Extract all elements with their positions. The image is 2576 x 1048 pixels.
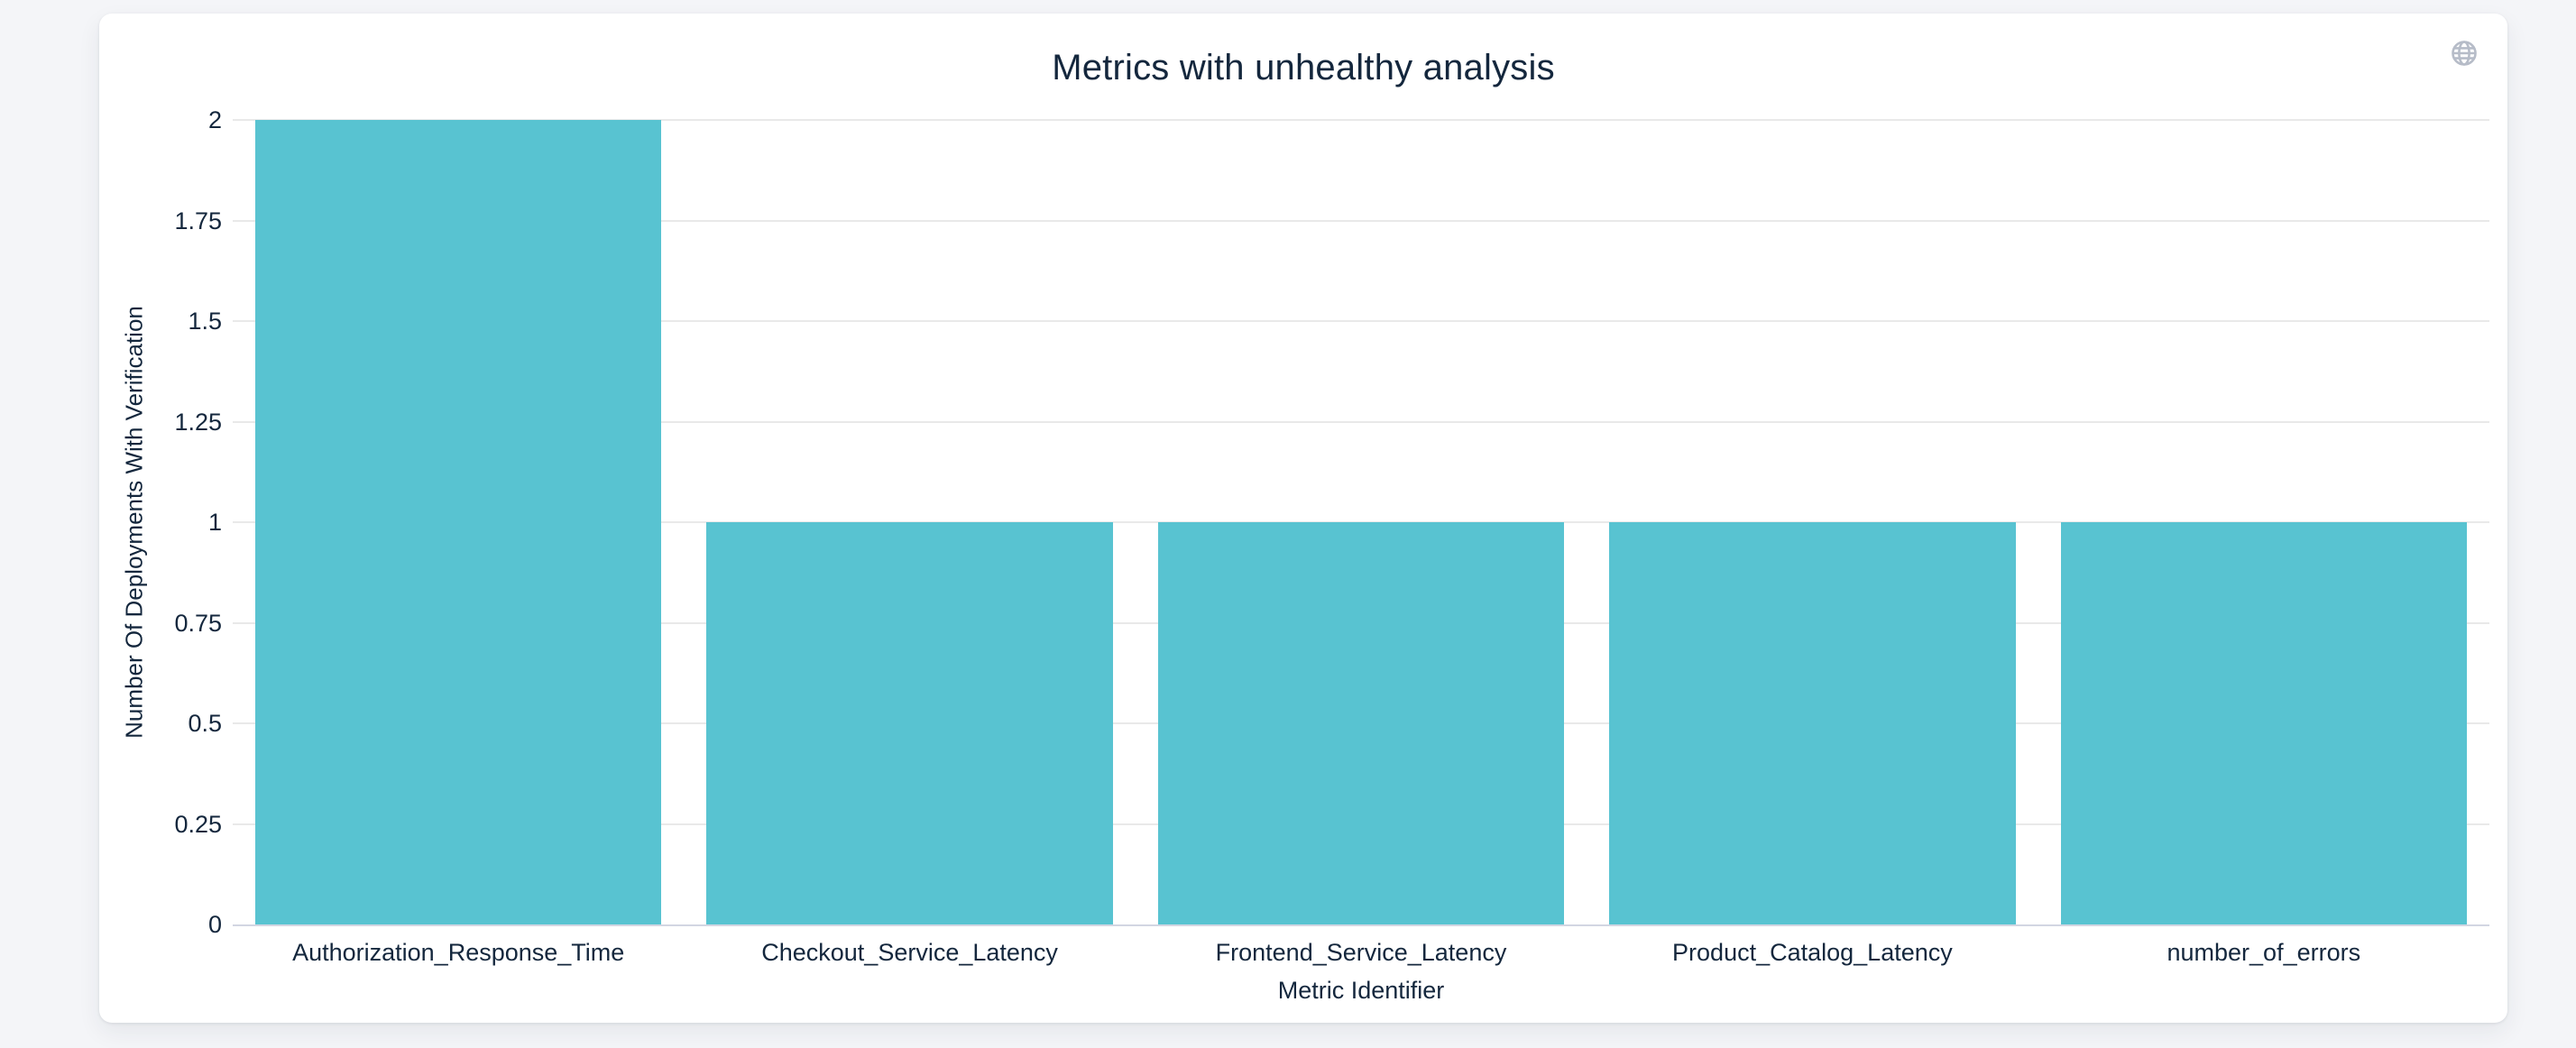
x-tick-label: Checkout_Service_Latency [761,939,1058,966]
bar-Checkout_Service_Latency[interactable] [706,522,1113,924]
y-tick-label: 1.75 [174,207,222,234]
x-axis-line [233,924,2489,926]
bar-Product_Catalog_Latency[interactable] [1609,522,2016,924]
gridline [233,320,2489,322]
x-tick-label: Product_Catalog_Latency [1672,939,1953,966]
bar-Authorization_Response_Time[interactable] [255,120,662,924]
gridline [233,219,2489,222]
y-tick-label: 0.75 [174,609,222,637]
chart-card: Metrics with unhealthy analysis Number O… [99,14,2507,1023]
y-tick-label: 1 [207,509,222,536]
y-tick-label: 1.5 [188,308,222,335]
y-axis-tick-labels: 0 0.25 0.5 0.75 1 1.25 1.5 1.75 2 [99,14,222,1023]
x-tick-label: Authorization_Response_Time [292,939,625,966]
chart-title: Metrics with unhealthy analysis [1052,48,1555,87]
x-tick-label: number_of_errors [2167,939,2361,966]
y-tick-label: 2 [207,106,222,133]
gridline [233,119,2489,121]
bar-Frontend_Service_Latency[interactable] [1157,522,1565,924]
bar-number_of_errors[interactable] [2060,522,2467,924]
x-tick-label: Frontend_Service_Latency [1215,939,1507,966]
globe-icon-svg [2452,41,2477,66]
y-axis-title: Number Of Deployments With Verification [120,306,148,739]
globe-icon[interactable] [2449,38,2479,69]
plot-area [233,119,2489,926]
y-tick-label: 0 [207,911,222,938]
y-tick-label: 0.5 [188,710,222,737]
x-axis-title: Metric Identifier [1277,977,1445,1004]
gridline [233,420,2489,423]
y-tick-label: 0.25 [174,810,222,838]
y-tick-label: 1.25 [174,408,222,436]
